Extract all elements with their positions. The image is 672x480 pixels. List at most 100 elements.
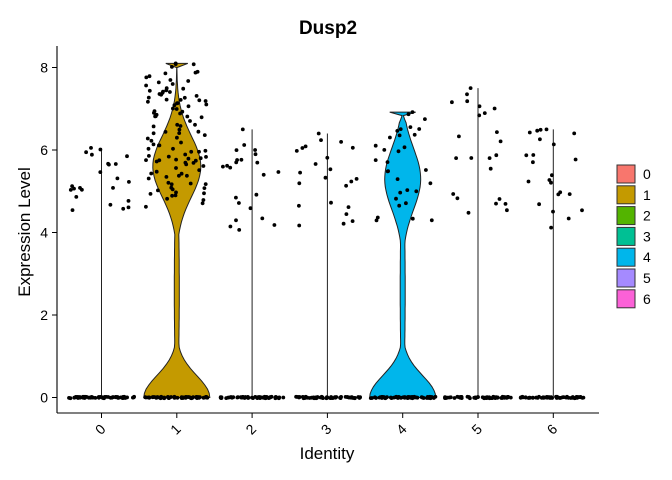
point bbox=[541, 395, 546, 400]
point bbox=[494, 395, 498, 400]
point bbox=[260, 216, 265, 221]
point bbox=[166, 395, 171, 400]
point bbox=[488, 166, 493, 171]
point bbox=[419, 395, 424, 400]
point bbox=[108, 202, 113, 207]
x-tick-label: 1 bbox=[167, 421, 184, 438]
point bbox=[524, 153, 529, 158]
point bbox=[385, 169, 390, 174]
point bbox=[307, 396, 312, 400]
point bbox=[126, 180, 131, 184]
point bbox=[294, 149, 299, 153]
point bbox=[174, 157, 179, 162]
point bbox=[132, 394, 137, 399]
point bbox=[482, 111, 487, 115]
axes: 0 2 4 6 8 0 1 2 3 4 5 6 bbox=[40, 46, 599, 438]
point bbox=[298, 170, 302, 175]
point bbox=[505, 395, 510, 399]
point bbox=[459, 396, 464, 400]
point bbox=[149, 171, 154, 176]
point bbox=[465, 394, 470, 399]
point bbox=[414, 189, 419, 194]
point bbox=[200, 201, 205, 206]
point bbox=[173, 193, 178, 198]
point bbox=[173, 395, 178, 400]
point bbox=[374, 218, 379, 223]
point bbox=[126, 205, 131, 210]
point bbox=[531, 153, 536, 157]
point bbox=[162, 396, 167, 401]
point bbox=[180, 109, 185, 114]
point bbox=[373, 158, 378, 163]
cluster-0 bbox=[67, 146, 137, 401]
point bbox=[120, 396, 125, 400]
point bbox=[164, 175, 169, 179]
point bbox=[443, 395, 448, 400]
point bbox=[255, 160, 260, 165]
point bbox=[385, 160, 390, 165]
point bbox=[164, 97, 169, 102]
point bbox=[90, 152, 94, 157]
point bbox=[239, 157, 244, 162]
point bbox=[412, 132, 417, 137]
point bbox=[194, 94, 199, 98]
point bbox=[324, 396, 329, 401]
point bbox=[196, 395, 201, 399]
legend-label-5: 5 bbox=[643, 270, 651, 286]
point bbox=[253, 152, 258, 157]
point bbox=[452, 396, 457, 400]
point bbox=[189, 149, 194, 154]
point bbox=[165, 196, 170, 201]
point bbox=[201, 164, 206, 168]
point bbox=[394, 196, 398, 201]
point bbox=[408, 395, 413, 400]
legend-swatch-0 bbox=[616, 164, 636, 184]
point bbox=[197, 168, 202, 173]
point bbox=[125, 154, 129, 159]
legend-swatch-4 bbox=[616, 247, 636, 267]
point bbox=[163, 130, 168, 134]
point bbox=[164, 86, 169, 91]
point bbox=[196, 129, 201, 134]
point bbox=[191, 395, 196, 399]
point bbox=[350, 145, 355, 150]
point bbox=[221, 164, 225, 169]
point bbox=[197, 149, 201, 154]
point bbox=[549, 225, 553, 230]
point bbox=[156, 80, 161, 85]
chart-title: Dusp2 bbox=[299, 18, 357, 39]
point bbox=[425, 395, 430, 399]
point bbox=[68, 188, 73, 192]
point bbox=[575, 396, 580, 400]
point bbox=[201, 395, 206, 400]
point bbox=[174, 166, 178, 170]
legend-swatch-2 bbox=[616, 206, 636, 226]
point bbox=[242, 143, 247, 147]
point bbox=[146, 176, 151, 181]
point bbox=[126, 199, 131, 203]
point bbox=[535, 128, 540, 133]
point bbox=[297, 181, 302, 186]
point bbox=[170, 82, 175, 86]
point bbox=[297, 203, 301, 208]
point bbox=[154, 159, 159, 164]
point bbox=[333, 395, 337, 400]
point bbox=[388, 135, 392, 140]
point bbox=[177, 173, 181, 178]
point bbox=[391, 395, 396, 400]
point bbox=[494, 201, 498, 206]
point bbox=[261, 395, 265, 400]
point bbox=[166, 154, 171, 159]
point bbox=[70, 208, 75, 213]
point bbox=[405, 188, 410, 193]
point bbox=[344, 183, 348, 188]
point bbox=[551, 142, 556, 147]
point bbox=[429, 218, 434, 223]
point bbox=[185, 173, 189, 178]
point bbox=[146, 146, 151, 151]
point bbox=[224, 396, 229, 400]
point bbox=[245, 395, 250, 400]
point bbox=[486, 395, 491, 400]
point bbox=[179, 171, 184, 176]
point bbox=[202, 191, 206, 196]
